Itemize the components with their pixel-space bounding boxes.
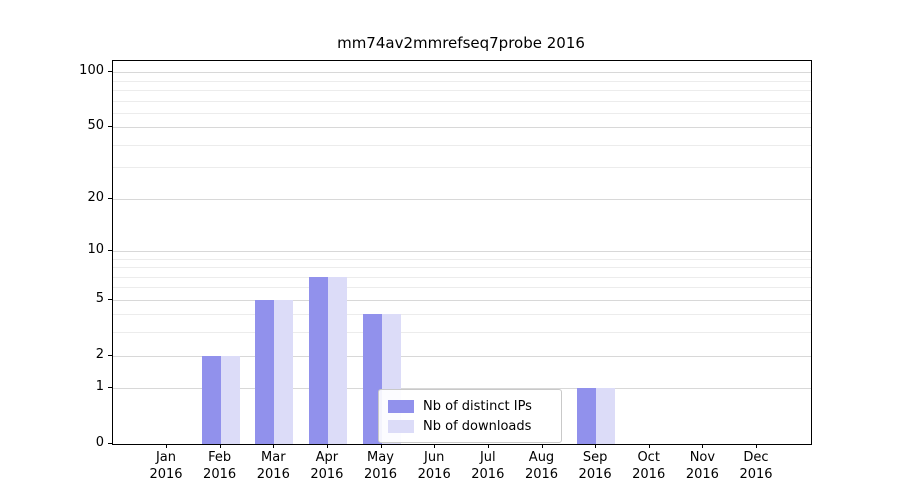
gridline-20 [113, 198, 811, 200]
ytick-mark-100 [108, 71, 112, 73]
xtick-label-jan-2016: Jan 2016 [149, 450, 183, 482]
ytick-label-5: 5 [95, 290, 104, 306]
gridline-minor [113, 287, 811, 289]
xtick-mark-apr-2016 [326, 444, 328, 448]
xtick-label-dec-2016: Dec 2016 [739, 450, 773, 482]
xtick-mark-mar-2016 [273, 444, 275, 448]
gridline-minor [113, 112, 811, 114]
chart-title: mm74av2mmrefseq7probe 2016 [337, 34, 585, 52]
legend: Nb of distinct IPs Nb of downloads [378, 389, 562, 443]
bar-nb-of-downloads-apr-2016 [327, 276, 347, 444]
ytick-mark-2 [108, 354, 112, 356]
legend-swatch-distinct-ips [388, 399, 414, 413]
ytick-mark-20 [108, 197, 112, 199]
gridline-minor [113, 332, 811, 334]
xtick-label-apr-2016: Apr 2016 [310, 450, 344, 482]
xtick-label-sep-2016: Sep 2016 [578, 450, 612, 482]
ytick-label-50: 50 [87, 118, 104, 134]
bar-nb-of-downloads-feb-2016 [220, 355, 240, 444]
xtick-label-may-2016: May 2016 [363, 450, 398, 482]
gridline-minor [113, 276, 811, 278]
gridline-50 [113, 127, 811, 129]
xtick-mark-dec-2016 [756, 444, 757, 448]
xtick-mark-jan-2016 [166, 444, 167, 448]
legend-item-distinct-ips: Nb of distinct IPs [388, 396, 552, 416]
gridline-minor [113, 144, 811, 146]
gridline-100 [113, 72, 811, 74]
xtick-mark-jun-2016 [434, 444, 436, 448]
ytick-label-10: 10 [87, 241, 104, 257]
xtick-mark-aug-2016 [541, 444, 543, 448]
bar-nb-of-distinct-ips-mar-2016 [255, 299, 275, 444]
xtick-label-oct-2016: Oct 2016 [632, 450, 666, 482]
xtick-mark-may-2016 [380, 444, 382, 448]
legend-label-downloads: Nb of downloads [423, 418, 532, 434]
ytick-mark-10 [108, 249, 112, 251]
xtick-label-feb-2016: Feb 2016 [203, 450, 237, 482]
bar-nb-of-distinct-ips-may-2016 [362, 314, 382, 444]
bar-nb-of-distinct-ips-apr-2016 [308, 276, 328, 444]
gridline-5 [113, 299, 811, 301]
plot-area [112, 60, 812, 445]
legend-item-downloads: Nb of downloads [388, 416, 552, 436]
gridline-minor [113, 100, 811, 102]
bar-nb-of-downloads-sep-2016 [596, 388, 616, 444]
gridline-minor [113, 267, 811, 268]
xtick-mark-oct-2016 [648, 444, 650, 448]
ytick-label-2: 2 [95, 346, 104, 362]
bar-nb-of-distinct-ips-sep-2016 [577, 388, 597, 444]
ytick-label-100: 100 [79, 63, 104, 79]
ytick-mark-0 [108, 443, 112, 444]
gridline-minor [113, 314, 811, 316]
xtick-label-nov-2016: Nov 2016 [685, 450, 719, 482]
gridline-2 [113, 355, 811, 357]
bar-nb-of-downloads-mar-2016 [274, 299, 294, 444]
gridline-minor [113, 80, 811, 82]
gridline-1 [113, 388, 811, 390]
gridline-minor [113, 258, 811, 260]
ytick-label-1: 1 [95, 379, 104, 395]
ytick-mark-50 [108, 126, 112, 128]
ytick-mark-1 [108, 387, 112, 389]
gridline-10 [113, 250, 811, 252]
ytick-mark-5 [108, 298, 112, 300]
xtick-label-jun-2016: Jun 2016 [417, 450, 451, 482]
bar-nb-of-distinct-ips-feb-2016 [201, 355, 221, 444]
xtick-label-mar-2016: Mar 2016 [256, 450, 290, 482]
xtick-mark-jul-2016 [487, 444, 489, 448]
legend-swatch-downloads [388, 419, 414, 433]
xtick-label-jul-2016: Jul 2016 [471, 450, 505, 482]
xtick-label-aug-2016: Aug 2016 [524, 450, 559, 482]
ytick-label-20: 20 [87, 189, 104, 205]
legend-label-distinct-ips: Nb of distinct IPs [423, 398, 532, 414]
gridline-minor [113, 167, 811, 169]
xtick-mark-nov-2016 [702, 444, 704, 448]
gridline-minor [113, 89, 811, 91]
xtick-mark-feb-2016 [219, 444, 221, 448]
ytick-label-0: 0 [95, 435, 104, 450]
xtick-mark-sep-2016 [595, 444, 597, 448]
